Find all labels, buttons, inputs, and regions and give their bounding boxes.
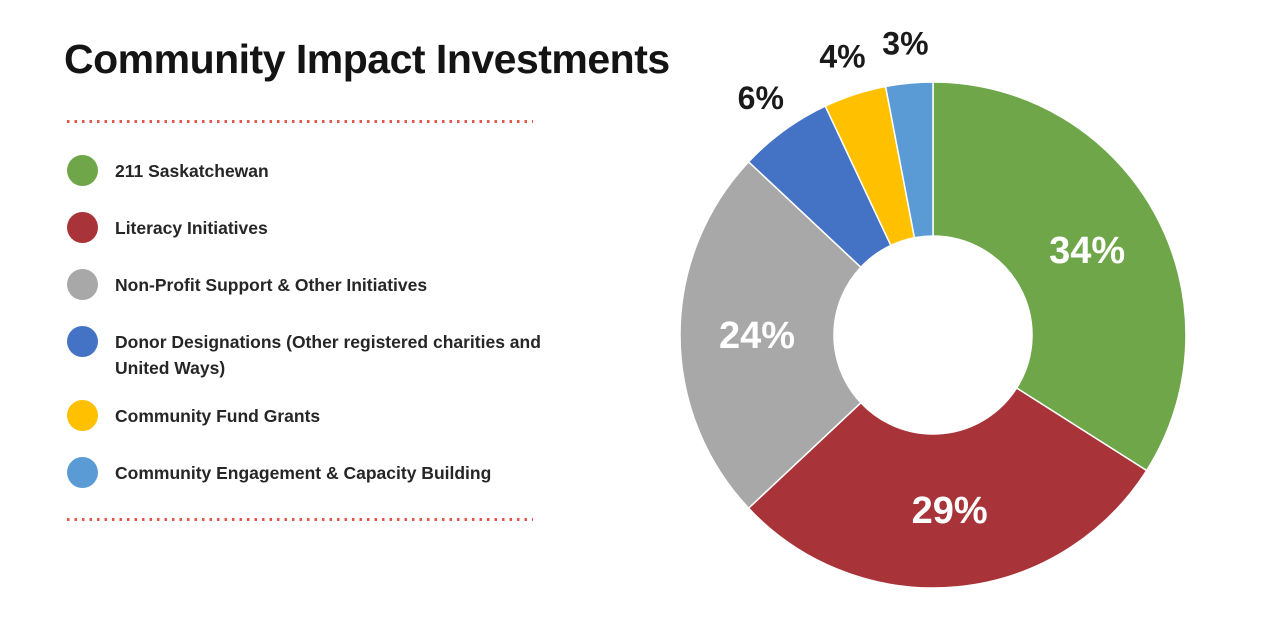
donut-segment [884, 81, 934, 239]
legend-swatch-circle [67, 155, 98, 186]
donut-percent-label: 34% [1049, 230, 1125, 272]
legend-swatch-circle [67, 326, 98, 357]
legend-item: Community Engagement & Capacity Building [67, 457, 557, 488]
legend-swatch-circle [67, 269, 98, 300]
donut-percent-label: 6% [738, 80, 784, 116]
donut-percent-label: 29% [912, 490, 988, 532]
legend-label: 211 Saskatchewan [115, 161, 269, 181]
legend-item: 211 Saskatchewan [67, 155, 557, 186]
donut-segment [747, 387, 1148, 589]
legend-swatch-circle [67, 400, 98, 431]
legend-swatch-circle [67, 212, 98, 243]
legend: 211 Saskatchewan Literacy Initiatives Non-… [67, 155, 557, 517]
chart-title: Community Impact Investments [64, 36, 670, 82]
donut-percent-label: 3% [882, 25, 928, 61]
legend-item: Community Fund Grants [67, 400, 557, 431]
legend-item: Donor Designations (Other registered cha… [67, 326, 557, 381]
legend-item: Literacy Initiatives [67, 212, 557, 243]
bottom-dotted-divider [67, 518, 533, 521]
donut-segment [679, 160, 862, 510]
legend-label: Non-Profit Support & Other Initiatives [115, 275, 428, 295]
legend-label: Community Engagement & Capacity Building [115, 463, 492, 483]
donut-percent-label: 24% [719, 315, 795, 357]
legend-label: Donor Designations (Other registered cha… [115, 332, 541, 378]
donut-percent-label: 4% [819, 38, 865, 74]
legend-label: Community Fund Grants [115, 406, 321, 426]
legend-swatch-circle [67, 457, 98, 488]
donut-segment [932, 81, 1187, 472]
legend-label: Literacy Initiatives [115, 218, 268, 238]
legend-item: Non-Profit Support & Other Initiatives [67, 269, 557, 300]
top-dotted-divider [67, 120, 533, 123]
